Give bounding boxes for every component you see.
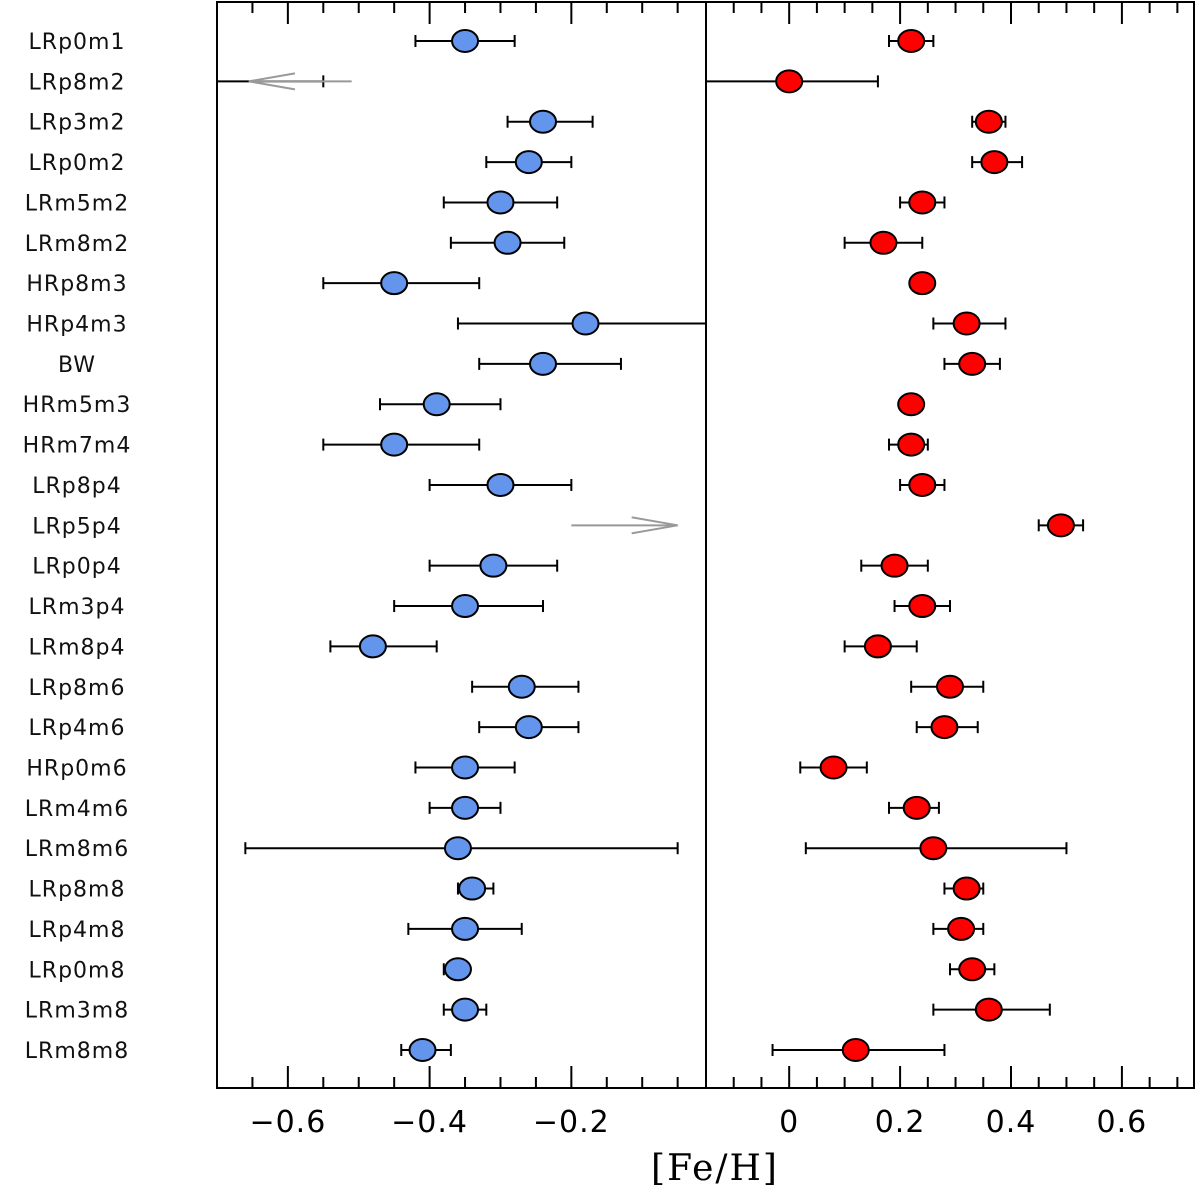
data-point <box>897 392 926 417</box>
data-point <box>902 795 931 820</box>
row-label: HRp0m6 <box>26 756 127 781</box>
row-label: LRm3m8 <box>25 999 129 1024</box>
row-label: LRm8m8 <box>25 1039 129 1064</box>
data-point <box>958 351 987 376</box>
data-point <box>443 957 472 982</box>
row-label: LRp0p4 <box>32 555 121 580</box>
data-point <box>819 755 848 780</box>
data-point <box>980 150 1009 175</box>
row-label: LRp0m8 <box>29 958 126 983</box>
lower-limit-arrowhead <box>631 516 678 535</box>
row-label: LRp0m1 <box>29 30 126 55</box>
data-point <box>936 674 964 699</box>
data-point <box>514 715 543 740</box>
row-label: HRp4m3 <box>26 313 127 338</box>
data-point <box>897 432 926 457</box>
data-point <box>458 876 487 901</box>
data-point <box>443 836 472 861</box>
x-tick-label: −0.2 <box>533 1105 610 1140</box>
data-point <box>486 190 515 215</box>
row-label: LRp4m8 <box>29 918 126 943</box>
x-tick-label: 0.4 <box>986 1105 1037 1140</box>
row-label: LRp8m2 <box>29 70 126 95</box>
data-point <box>451 594 480 619</box>
data-point <box>1046 513 1075 538</box>
data-point <box>358 634 387 659</box>
data-point <box>493 230 522 255</box>
data-point <box>571 311 600 336</box>
row-label: LRp4m6 <box>29 716 126 741</box>
data-point <box>451 795 480 820</box>
data-point <box>775 69 804 94</box>
row-label: LRm4m6 <box>25 797 129 822</box>
panel-metal-poor <box>244 29 706 1062</box>
data-point <box>841 1038 870 1062</box>
data-point <box>479 553 508 578</box>
row-label: LRp3m2 <box>29 111 126 136</box>
row-label: BW <box>58 353 96 378</box>
data-point <box>422 392 451 417</box>
data-point <box>529 109 557 134</box>
row-label: HRm7m4 <box>23 434 132 459</box>
data-point <box>908 271 937 296</box>
data-point <box>869 230 898 255</box>
row-label: LRm5m2 <box>25 191 129 216</box>
data-point <box>486 472 515 497</box>
data-point <box>451 29 480 53</box>
panel-metal-rich <box>706 29 1085 1062</box>
limit-arrows <box>217 72 678 535</box>
axis-ticks: −0.6 −0.4 −0.2 0 0.2 0.4 0.6 <box>249 2 1179 1140</box>
x-tick-label: 0.2 <box>875 1105 926 1140</box>
data-point <box>908 594 937 619</box>
data-point <box>380 271 409 296</box>
data-point <box>507 674 536 699</box>
data-point <box>529 351 557 376</box>
row-label: HRm5m3 <box>23 393 132 418</box>
row-labels: LRp0m1 LRp8m2 LRp3m2 LRp0m2 LRm5m2 LRm8m2 HRp8… <box>23 30 132 1064</box>
row-label: LRm8m2 <box>25 232 129 257</box>
upper-limit-arrowhead <box>248 72 296 91</box>
plot-frame <box>216 1 1195 1089</box>
x-tick-label: −0.6 <box>249 1105 326 1140</box>
row-label: LRm3p4 <box>29 595 126 620</box>
data-point <box>863 634 892 659</box>
data-point <box>380 432 409 457</box>
row-label: HRp8m3 <box>26 272 127 297</box>
data-point <box>919 836 948 861</box>
row-label: LRp8m8 <box>29 878 126 903</box>
data-point <box>408 1038 437 1062</box>
x-tick-label: 0 <box>779 1105 799 1140</box>
data-point <box>451 916 480 941</box>
row-label: LRm8m6 <box>25 837 129 862</box>
data-point <box>451 997 480 1022</box>
data-point <box>908 190 937 215</box>
row-label: LRp0m2 <box>29 151 126 176</box>
row-label: LRp8p4 <box>32 474 121 499</box>
data-point <box>952 311 981 336</box>
data-point <box>947 916 976 941</box>
x-axis-title: [Fe/H] <box>651 1148 779 1189</box>
data-point <box>974 109 1003 134</box>
data-point <box>958 957 987 982</box>
data-point <box>974 997 1003 1022</box>
data-point <box>880 553 909 578</box>
data-point <box>897 29 926 53</box>
data-point <box>908 472 937 497</box>
data-point <box>514 150 543 175</box>
data-point <box>930 715 959 740</box>
row-label: LRp8m6 <box>29 676 126 701</box>
x-tick-label: −0.4 <box>391 1105 468 1140</box>
data-point <box>952 876 981 901</box>
row-label: LRp5p4 <box>32 514 121 539</box>
data-point <box>451 755 480 780</box>
x-tick-label: 0.6 <box>1097 1105 1148 1140</box>
row-label: LRm8p4 <box>29 635 126 660</box>
